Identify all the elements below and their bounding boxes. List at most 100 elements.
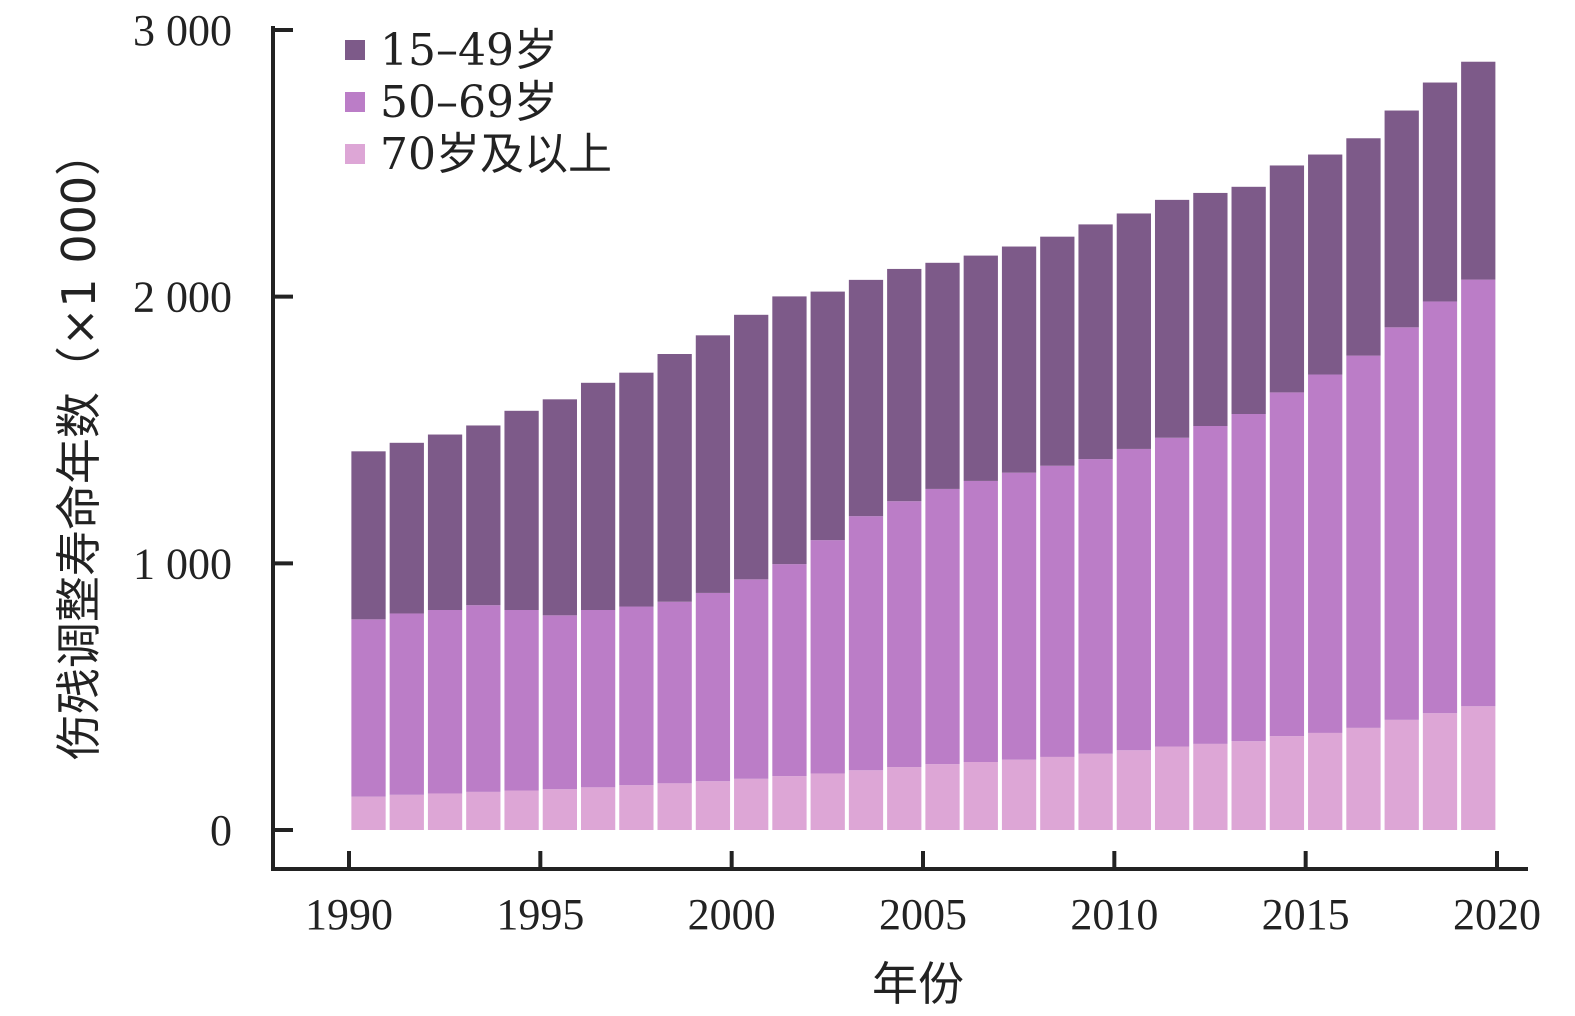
x-tick-label: 2005 (879, 890, 967, 939)
bar-segment-2003-series-2 (848, 279, 884, 517)
bar-segment-2007-series-1 (1001, 472, 1037, 760)
y-ticks: 0 1 000 2 000 3 000 (133, 6, 293, 855)
bar-segment-2010-series-2 (1116, 213, 1151, 449)
bar-segment-2010-series-1 (1116, 448, 1151, 751)
bar-segment-2005-series-0 (925, 764, 960, 830)
bar-segment-2002-series-2 (810, 291, 845, 541)
bar-segment-2001-series-0 (772, 776, 807, 830)
bar-segment-2013-series-2 (1231, 186, 1266, 414)
bar-segment-1995-series-1 (542, 615, 577, 790)
bar-segment-1990-series-2 (351, 451, 386, 620)
bar-segment-2019-series-1 (1461, 279, 1496, 707)
bar-segment-2004-series-2 (887, 268, 922, 502)
bar-segment-2009-series-0 (1078, 753, 1113, 830)
y-tick-label: 0 (210, 806, 232, 855)
bar-segment-2003-series-1 (848, 516, 884, 771)
bar-segment-2005-series-2 (925, 262, 960, 489)
bar-segment-2011-series-1 (1154, 437, 1190, 747)
bar-segment-2017-series-2 (1384, 110, 1419, 328)
legend-swatch (345, 92, 365, 112)
bar-segment-2011-series-2 (1154, 199, 1190, 438)
y-axis-title: 伤残调整寿命年数（×1 000） (52, 130, 106, 760)
bar-segment-2014-series-0 (1269, 736, 1305, 830)
bar-segment-2001-series-2 (772, 296, 807, 565)
axes-layer (271, 26, 1528, 871)
bar-segment-2016-series-2 (1346, 138, 1381, 356)
bar-segment-2013-series-1 (1231, 414, 1266, 742)
bar-segment-1997-series-1 (619, 606, 654, 786)
bar-segment-1990-series-0 (351, 796, 386, 830)
bar-segment-2018-series-2 (1422, 82, 1458, 302)
bar-segment-2015-series-1 (1308, 374, 1343, 733)
x-tick-label: 1990 (305, 890, 393, 939)
bar-segment-2014-series-2 (1269, 165, 1305, 393)
bar-segment-1992-series-2 (427, 434, 463, 610)
bar-segment-1997-series-2 (619, 372, 654, 607)
bar-segment-1999-series-0 (695, 781, 731, 830)
bar-segment-1996-series-0 (580, 787, 616, 830)
bar-segment-2005-series-1 (925, 488, 960, 765)
bar-segment-1998-series-1 (657, 601, 692, 784)
bar-segment-2012-series-1 (1193, 426, 1228, 744)
bar-segment-1994-series-2 (504, 410, 539, 610)
bar-segment-2006-series-1 (963, 480, 998, 762)
bar-segment-2009-series-2 (1078, 224, 1113, 460)
bar-segment-1991-series-2 (389, 442, 424, 614)
x-tick-label: 2020 (1453, 890, 1541, 939)
bar-segment-2007-series-0 (1001, 759, 1037, 830)
bar-segment-2015-series-0 (1308, 732, 1343, 830)
bar-segment-1996-series-2 (580, 382, 616, 610)
bar-segment-2016-series-1 (1346, 355, 1381, 728)
bar-segment-2019-series-2 (1461, 61, 1496, 280)
bar-segment-2018-series-1 (1422, 301, 1458, 714)
bar-segment-2004-series-1 (887, 501, 922, 768)
bar-segment-2006-series-2 (963, 255, 998, 481)
bar-segment-2002-series-1 (810, 540, 845, 774)
bar-segment-1993-series-2 (466, 425, 501, 606)
bar-segment-1999-series-2 (695, 335, 731, 593)
legend-swatch (345, 40, 365, 60)
bar-segment-2010-series-0 (1116, 750, 1151, 830)
bar-segment-1990-series-1 (351, 619, 386, 797)
legend-label: 70岁及以上 (380, 129, 612, 180)
bar-segment-2006-series-0 (963, 762, 998, 830)
bar-segment-1991-series-0 (389, 794, 424, 830)
bar-segment-2016-series-0 (1346, 727, 1381, 830)
x-tick-label: 2000 (688, 890, 776, 939)
x-tick-label: 2010 (1070, 890, 1158, 939)
bar-segment-1996-series-1 (580, 610, 616, 788)
bar-segment-1998-series-0 (657, 783, 692, 830)
bar-segment-2003-series-0 (848, 770, 884, 830)
bar-segment-2008-series-1 (1040, 465, 1075, 757)
bar-segment-2000-series-2 (734, 314, 769, 580)
bar-segment-2007-series-2 (1001, 246, 1037, 473)
bar-segment-2017-series-0 (1384, 719, 1419, 830)
x-ticks: 1990 1995 2000 2005 2010 2015 2020 (305, 851, 1541, 939)
bar-segment-2011-series-0 (1154, 746, 1190, 830)
bar-segment-2004-series-0 (887, 767, 922, 830)
bar-segment-2000-series-0 (734, 778, 769, 830)
bar-segment-1997-series-0 (619, 785, 654, 830)
bar-segment-1999-series-1 (695, 592, 731, 782)
bar-segment-2008-series-0 (1040, 756, 1075, 830)
bar-segment-2001-series-1 (772, 564, 807, 777)
bar-segment-2012-series-2 (1193, 192, 1228, 426)
bar-segment-2015-series-2 (1308, 154, 1343, 375)
bar-segment-1994-series-0 (504, 790, 539, 830)
bar-segment-2012-series-0 (1193, 743, 1228, 830)
bar-segment-1993-series-0 (466, 791, 501, 830)
bar-segment-2018-series-0 (1422, 713, 1458, 830)
bar-segment-2000-series-1 (734, 579, 769, 779)
legend-swatch (345, 144, 365, 164)
bar-segment-2014-series-1 (1269, 392, 1305, 737)
bar-segment-1992-series-1 (427, 610, 463, 794)
bar-segment-1991-series-1 (389, 613, 424, 795)
bars-layer (351, 61, 1496, 830)
bar-segment-2009-series-1 (1078, 459, 1113, 754)
x-tick-label: 2015 (1262, 890, 1350, 939)
bar-segment-2017-series-1 (1384, 327, 1419, 720)
y-tick-label: 3 000 (133, 6, 232, 55)
bar-segment-2002-series-0 (810, 773, 845, 830)
